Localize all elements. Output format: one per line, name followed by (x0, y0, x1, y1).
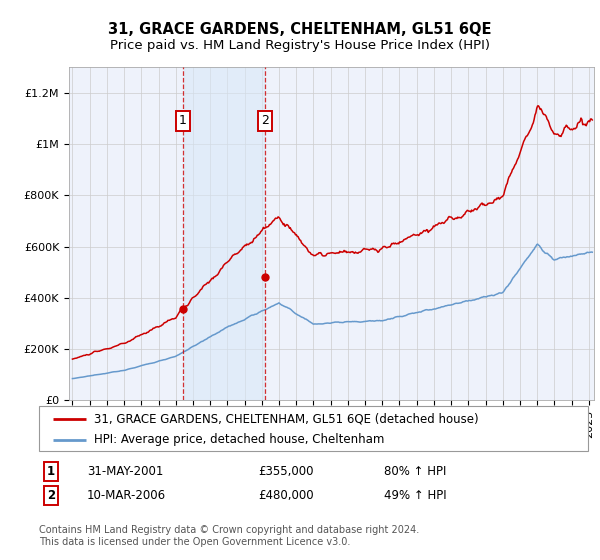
Text: £355,000: £355,000 (258, 465, 314, 478)
Text: 1: 1 (179, 114, 187, 127)
Text: 49% ↑ HPI: 49% ↑ HPI (384, 489, 446, 502)
Text: 2: 2 (47, 489, 55, 502)
FancyBboxPatch shape (39, 406, 588, 451)
Text: 80% ↑ HPI: 80% ↑ HPI (384, 465, 446, 478)
Text: £480,000: £480,000 (258, 489, 314, 502)
Text: 1: 1 (47, 465, 55, 478)
Text: 31, GRACE GARDENS, CHELTENHAM, GL51 6QE (detached house): 31, GRACE GARDENS, CHELTENHAM, GL51 6QE … (94, 412, 479, 425)
Text: Price paid vs. HM Land Registry's House Price Index (HPI): Price paid vs. HM Land Registry's House … (110, 39, 490, 52)
Text: 31, GRACE GARDENS, CHELTENHAM, GL51 6QE: 31, GRACE GARDENS, CHELTENHAM, GL51 6QE (108, 22, 492, 38)
Text: 2: 2 (261, 114, 269, 127)
Text: HPI: Average price, detached house, Cheltenham: HPI: Average price, detached house, Chel… (94, 433, 384, 446)
Text: Contains HM Land Registry data © Crown copyright and database right 2024.
This d: Contains HM Land Registry data © Crown c… (39, 525, 419, 547)
Text: 10-MAR-2006: 10-MAR-2006 (87, 489, 166, 502)
Text: 31-MAY-2001: 31-MAY-2001 (87, 465, 163, 478)
